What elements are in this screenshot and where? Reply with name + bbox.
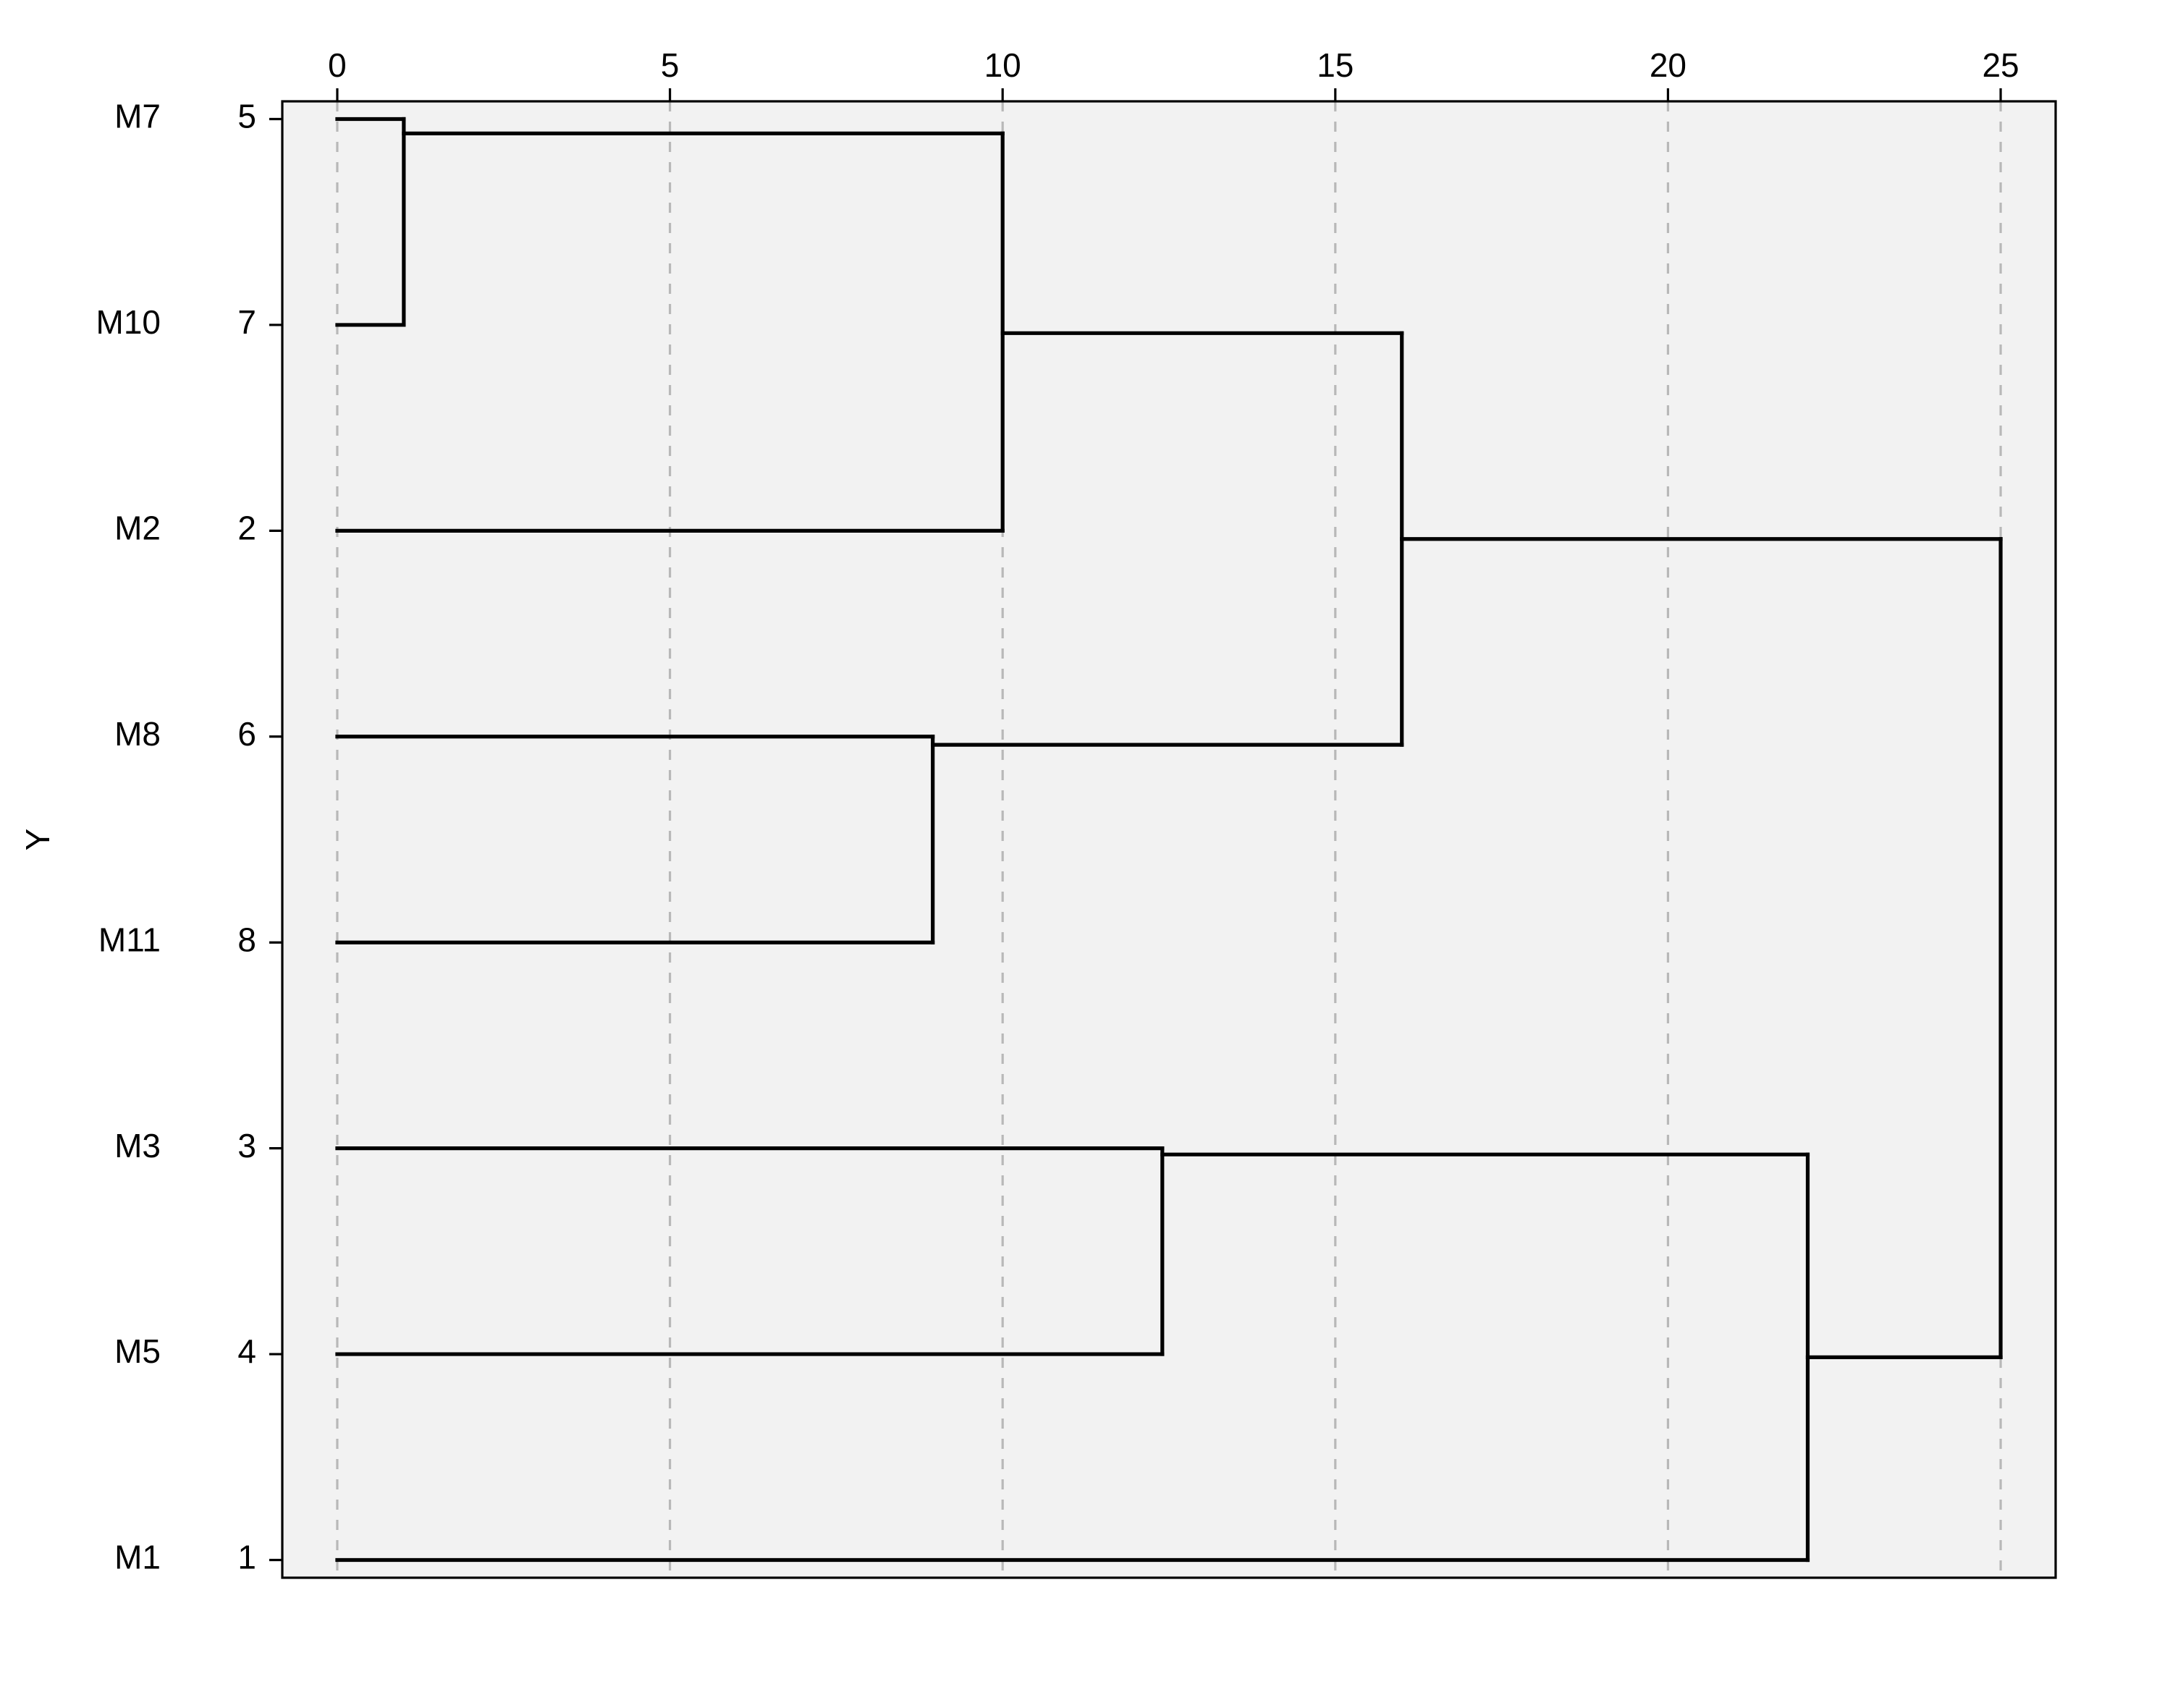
leaf-label: M11 [98,921,161,958]
x-tick-label: 10 [984,46,1021,84]
dendrogram-svg: 0 5 10 15 20 25 5 M7 7 M10 2 M2 6 M8 8 M11 3 M3 4 M5 1 M1 Y [0,0,2170,1708]
leaf-num: 2 [237,510,256,547]
leaf-label: M10 [96,303,161,341]
leaf-label: M2 [114,510,161,547]
leaf-num: 6 [237,715,256,753]
leaf-num: 4 [237,1332,256,1370]
x-tick-label: 20 [1650,46,1686,84]
plot-area [282,101,2056,1578]
x-tick-label: 5 [661,46,680,84]
leaf-label: M1 [114,1539,161,1576]
leaf-num: 5 [237,98,256,135]
leaf-num: 1 [237,1539,256,1576]
x-tick-label: 15 [1317,46,1354,84]
x-tick-label: 0 [328,46,347,84]
dendrogram-figure: 0 5 10 15 20 25 5 M7 7 M10 2 M2 6 M8 8 M11 3 M3 4 M5 1 M1 Y [0,0,2170,1708]
x-tick-label: 25 [1982,46,2019,84]
leaf-num: 3 [237,1127,256,1164]
leaf-label: M5 [114,1332,161,1370]
leaf-num: 8 [237,921,256,958]
leaf-label: M3 [114,1127,161,1164]
leaf-label: M7 [114,98,161,135]
y-axis-label: Y [19,829,56,851]
leaf-num: 7 [237,303,256,341]
leaf-label: M8 [114,715,161,753]
